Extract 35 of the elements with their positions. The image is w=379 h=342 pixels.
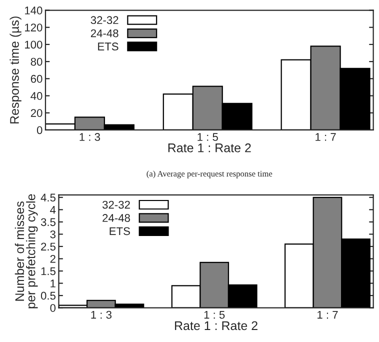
legend-label: 32-32 bbox=[102, 200, 130, 209]
legend-label: ETS bbox=[98, 42, 118, 50]
legend-label: ETS bbox=[110, 227, 130, 236]
y-tick-label: 1.5 bbox=[41, 267, 56, 276]
y-tick-label: 140 bbox=[25, 6, 42, 14]
y-tick-label: 4.5 bbox=[40, 194, 56, 202]
y-tick-label: 2.5 bbox=[41, 242, 56, 251]
y-tick-label: 3 bbox=[50, 230, 56, 238]
y-axis-title: Response time (µs) bbox=[10, 16, 22, 124]
x-tick-label: 1 : 7 bbox=[318, 310, 338, 319]
y-tick-label: 3.5 bbox=[40, 218, 56, 226]
y-tick-label: 80 bbox=[30, 58, 42, 66]
y-tick-label: 60 bbox=[30, 74, 42, 83]
x-axis-title: Rate 1 : Rate 2 bbox=[175, 321, 258, 330]
x-tick-label: 1 : 3 bbox=[91, 310, 112, 319]
x-tick-label: 1 : 5 bbox=[204, 310, 225, 319]
y-tick-label: 2 bbox=[50, 255, 56, 263]
x-tick-label: 1 : 7 bbox=[316, 133, 336, 141]
y-tick-label: 0.5 bbox=[40, 292, 56, 300]
y-tick-label: 1 bbox=[50, 280, 56, 288]
y-tick-label: 4 bbox=[50, 206, 56, 214]
legend-label: 24-48 bbox=[102, 214, 130, 222]
y-tick-label: 20 bbox=[30, 109, 42, 117]
x-tick-label: 1 : 3 bbox=[80, 133, 100, 141]
x-tick-label: 1 : 5 bbox=[198, 133, 218, 141]
y-tick-label: 0 bbox=[50, 304, 56, 312]
y-axis-title: Number of misses per prefetching cycle bbox=[14, 194, 38, 308]
x-axis-title: Rate 1 : Rate 2 bbox=[168, 143, 251, 152]
y-tick-label: 40 bbox=[30, 92, 42, 100]
legend-label: 32-32 bbox=[90, 16, 118, 24]
y-tick-label: 120 bbox=[25, 24, 42, 32]
y-tick-label: 0 bbox=[36, 126, 42, 134]
y-tick-label: 100 bbox=[25, 40, 42, 49]
text: (a) Average per-request response time bbox=[146, 170, 272, 178]
legend-label: 24-48 bbox=[90, 29, 118, 38]
